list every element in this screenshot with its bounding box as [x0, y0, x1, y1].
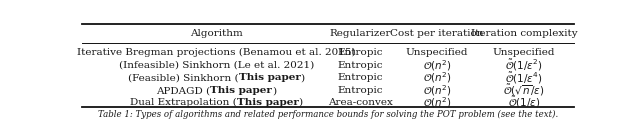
Text: This paper: This paper: [239, 73, 301, 83]
Text: Algorithm: Algorithm: [190, 29, 243, 38]
Text: Regularizer: Regularizer: [330, 29, 391, 38]
Text: ): ): [299, 98, 303, 107]
Text: $\tilde{\mathcal{O}}(1/\varepsilon^2)$: $\tilde{\mathcal{O}}(1/\varepsilon^2)$: [505, 58, 543, 73]
Text: Unspecified: Unspecified: [493, 48, 555, 57]
Text: $\tilde{\mathcal{O}}(\sqrt{n}/\varepsilon)$: $\tilde{\mathcal{O}}(\sqrt{n}/\varepsilo…: [503, 83, 545, 98]
Text: $\mathcal{O}(n^2)$: $\mathcal{O}(n^2)$: [423, 83, 451, 98]
Text: $\mathcal{O}(n^2)$: $\mathcal{O}(n^2)$: [423, 71, 451, 85]
Text: ): ): [273, 86, 276, 95]
Text: Unspecified: Unspecified: [406, 48, 468, 57]
Text: Entropic: Entropic: [337, 48, 383, 57]
Text: (Feasible) Sinkhorn (: (Feasible) Sinkhorn (: [128, 73, 239, 83]
Text: $\mathcal{O}(n^2)$: $\mathcal{O}(n^2)$: [423, 95, 451, 110]
Text: This paper: This paper: [237, 98, 299, 107]
Text: $\tilde{\mathcal{O}}(1/\varepsilon)$: $\tilde{\mathcal{O}}(1/\varepsilon)$: [508, 95, 540, 110]
Text: Table 1: Types of algorithms and related performance bounds for solving the POT : Table 1: Types of algorithms and related…: [98, 110, 558, 119]
Text: $\mathcal{O}(n^2)$: $\mathcal{O}(n^2)$: [423, 58, 451, 73]
Text: Entropic: Entropic: [337, 73, 383, 83]
Text: $\tilde{\mathcal{O}}(1/\varepsilon^4)$: $\tilde{\mathcal{O}}(1/\varepsilon^4)$: [505, 70, 543, 85]
Text: (Infeasible) Sinkhorn (Le et al. 2021): (Infeasible) Sinkhorn (Le et al. 2021): [119, 61, 314, 70]
Text: Entropic: Entropic: [337, 86, 383, 95]
Text: Area-convex: Area-convex: [328, 98, 393, 107]
Text: ): ): [301, 73, 305, 83]
Text: This paper: This paper: [211, 86, 273, 95]
Text: Dual Extrapolation (: Dual Extrapolation (: [130, 98, 237, 107]
Text: Iteration complexity: Iteration complexity: [470, 29, 577, 38]
Text: Cost per iteration: Cost per iteration: [390, 29, 484, 38]
Text: APDAGD (: APDAGD (: [156, 86, 211, 95]
Text: Entropic: Entropic: [337, 61, 383, 70]
Text: Iterative Bregman projections (Benamou et al. 2015): Iterative Bregman projections (Benamou e…: [77, 48, 356, 57]
